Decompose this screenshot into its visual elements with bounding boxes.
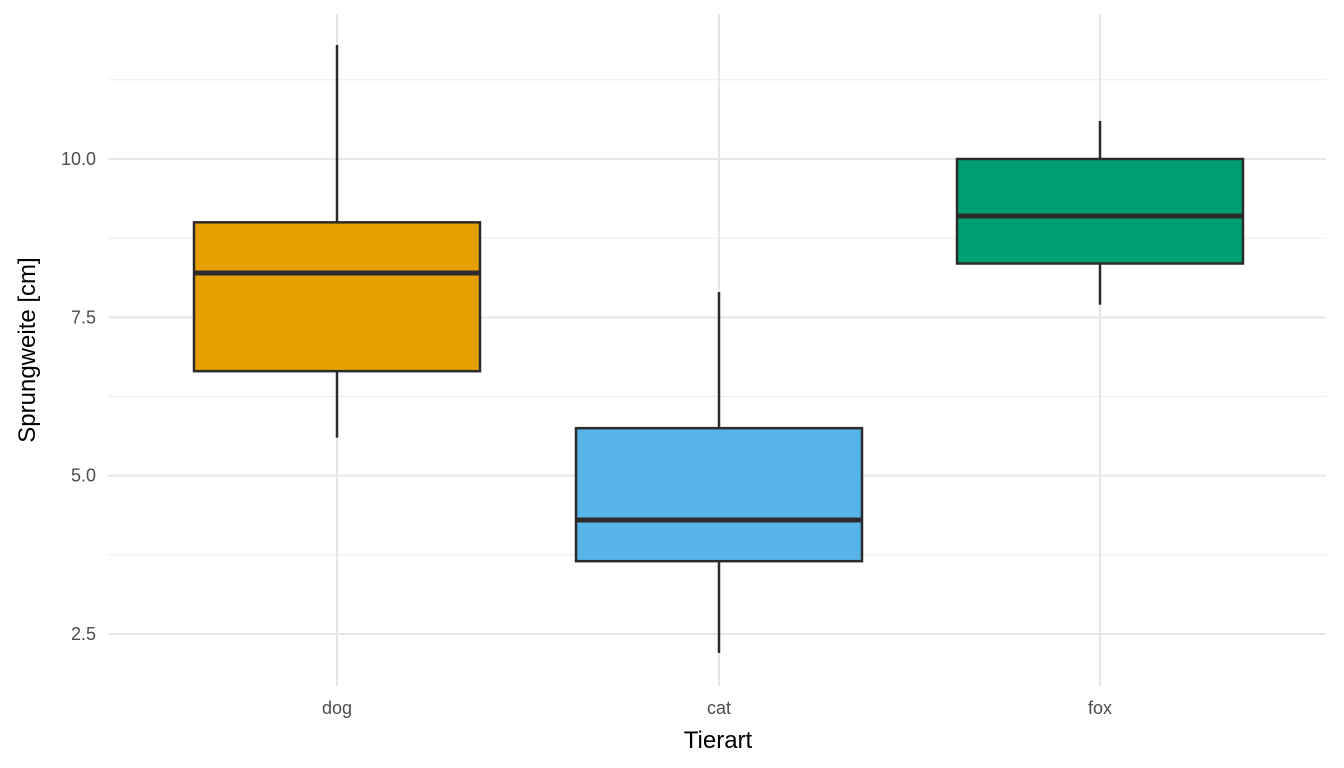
x-tick-label-cat: cat <box>707 698 731 718</box>
y-tick-label-2: 7.5 <box>71 307 96 327</box>
y-tick-label-0: 2.5 <box>71 624 96 644</box>
x-tick-label-dog: dog <box>322 698 352 718</box>
y-axis-title: Sprungweite [cm] <box>14 257 41 442</box>
box-body-fox <box>955 157 1245 265</box>
boxes <box>192 45 1245 653</box>
y-tick-label-1: 5.0 <box>71 466 96 486</box>
box-body-cat <box>574 426 864 563</box>
x-tick-label-fox: fox <box>1088 698 1112 718</box>
y-tick-label-3: 10.0 <box>61 149 96 169</box>
x-axis-title: Tierart <box>684 727 753 754</box>
box-cat <box>574 292 864 653</box>
box-fox <box>955 121 1245 305</box>
box-body-dog <box>192 221 482 373</box>
tick-labels: 2.5 5.0 7.5 10.0 dog cat fox <box>61 149 1112 718</box>
box-dog <box>192 45 482 438</box>
